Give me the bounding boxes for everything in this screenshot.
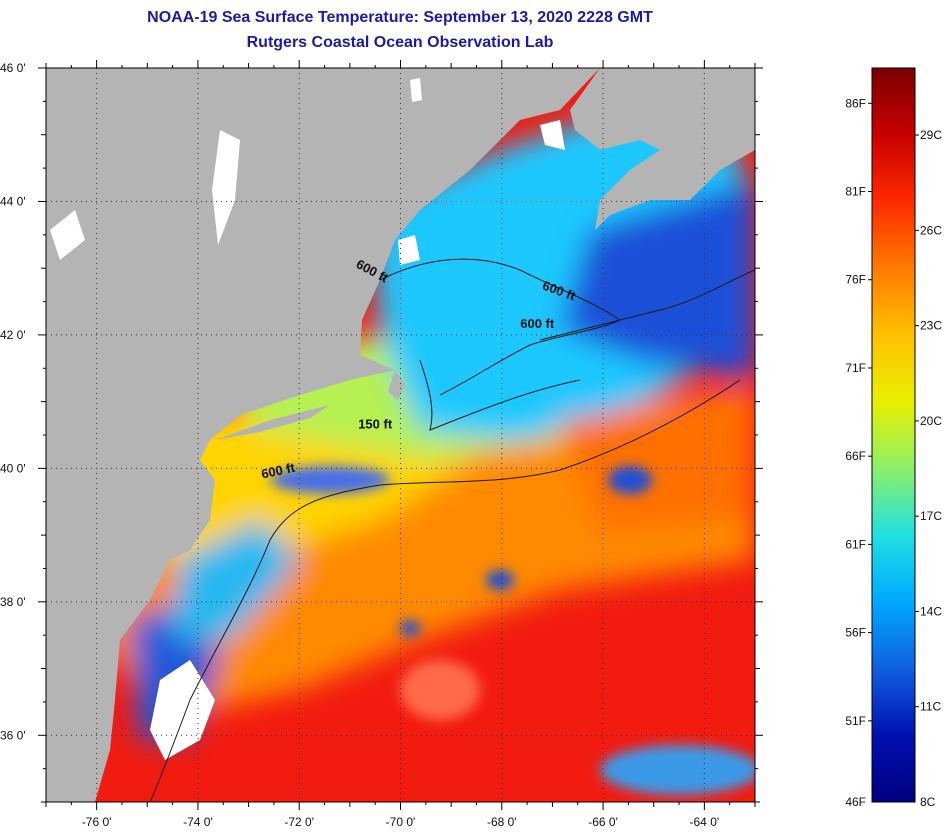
colorbar-f-label: 66F bbox=[845, 449, 866, 463]
lon-tick-label: -64 0' bbox=[690, 815, 720, 829]
sst-cold-eddy bbox=[400, 620, 420, 636]
cloud-patch bbox=[212, 130, 240, 245]
lon-tick-label: -76 0' bbox=[82, 815, 112, 829]
colorbar-f-labels: 86F 81F 76F 71F 66F 61F 56F 51F 46F bbox=[845, 96, 872, 809]
sst-orange-east bbox=[560, 400, 755, 530]
colorbar-c-label: 23C bbox=[920, 319, 942, 333]
map-title: NOAA-19 Sea Surface Temperature: Septemb… bbox=[147, 9, 653, 26]
lat-tick-label: 38 0' bbox=[0, 595, 26, 609]
contour-label: 600 ft bbox=[260, 460, 297, 482]
lat-tick-label: 40 0' bbox=[0, 461, 26, 475]
sst-cyan-shelf bbox=[170, 520, 300, 640]
lon-tick-label: -72 0' bbox=[284, 815, 314, 829]
sst-cool-filament bbox=[600, 745, 755, 795]
colorbar-c-label: 17C bbox=[920, 509, 942, 523]
colorbar-f-label: 51F bbox=[845, 714, 866, 728]
colorbar-c-label: 11C bbox=[920, 700, 941, 714]
bathymetry-contours bbox=[149, 258, 755, 802]
colorbar-c-label: 8C bbox=[920, 795, 936, 809]
contour-label: 150 ft bbox=[358, 416, 393, 431]
lat-tick-label: 44 0' bbox=[0, 194, 26, 208]
colorbar-f-label: 71F bbox=[845, 361, 866, 375]
cloud-patch bbox=[540, 120, 565, 150]
colorbar-f-label: 61F bbox=[845, 537, 866, 551]
colorbar-c-label: 26C bbox=[920, 223, 942, 237]
colorbar-c-label: 20C bbox=[920, 414, 942, 428]
lat-axis: 46 0' 44 0' 42 0' 40 0' 38 0' 36 0' bbox=[0, 61, 763, 803]
lon-tick-label: -66 0' bbox=[588, 815, 618, 829]
cloud-patch bbox=[398, 235, 420, 265]
lat-tick-label: 46 0' bbox=[0, 61, 26, 75]
sst-cool-filament bbox=[270, 466, 390, 494]
land-us-east-coast bbox=[46, 68, 600, 802]
colorbar-c-labels: 29C 26C 23C 20C 17C 14C 11C 8C bbox=[915, 128, 942, 809]
sst-cloud-edge bbox=[400, 660, 480, 720]
land-long-island bbox=[215, 405, 330, 440]
colorbar-f-label: 46F bbox=[845, 795, 866, 809]
sst-blue-scotian-shelf bbox=[560, 180, 755, 380]
colorbar-f-label: 76F bbox=[845, 273, 866, 287]
cloud-patch bbox=[50, 210, 85, 260]
lat-tick-label: 42 0' bbox=[0, 328, 26, 342]
land-cape-cod bbox=[388, 370, 405, 400]
colorbar-c-label: 29C bbox=[920, 128, 942, 142]
lat-tick-label: 36 0' bbox=[0, 728, 26, 742]
sst-cold-eddy bbox=[486, 570, 514, 590]
contour-600ft-georges bbox=[539, 269, 755, 341]
contour-600ft-shelf-break bbox=[149, 379, 741, 802]
colorbar-f-label: 81F bbox=[845, 185, 866, 199]
contour-label: 600 ft bbox=[520, 316, 555, 331]
lon-tick-label: -74 0' bbox=[183, 815, 213, 829]
cloud-patch bbox=[410, 78, 422, 102]
land bbox=[46, 68, 755, 802]
contour-150ft bbox=[419, 359, 581, 431]
colorbar-c-label: 14C bbox=[920, 604, 942, 618]
graticule bbox=[46, 68, 755, 802]
contour-600ft-gulf-maine bbox=[379, 258, 621, 396]
sst-cold-eddy bbox=[608, 466, 652, 494]
colorbar: 86F 81F 76F 71F 66F 61F 56F 51F 46F 29C 26C 23C 20C… bbox=[845, 67, 942, 809]
colorbar-f-label: 86F bbox=[845, 96, 866, 110]
lon-axis: -76 0' -74 0' -72 0' -70 0' -68 0' -66 0' -64 … bbox=[45, 60, 756, 829]
lon-tick-label: -70 0' bbox=[386, 815, 416, 829]
lon-tick-label: -68 0' bbox=[487, 815, 517, 829]
colorbar-gradient bbox=[871, 67, 916, 803]
map-subtitle: Rutgers Coastal Ocean Observation Lab bbox=[246, 34, 554, 51]
colorbar-f-label: 56F bbox=[845, 626, 866, 640]
land-nova-scotia bbox=[570, 68, 755, 230]
